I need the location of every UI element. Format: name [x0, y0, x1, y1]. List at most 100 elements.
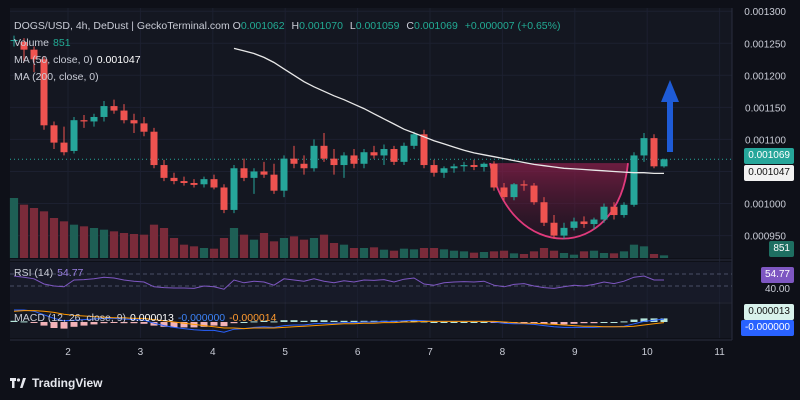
macd-pane: [10, 309, 668, 333]
macd-histogram-bar: [620, 321, 628, 323]
macd-legend[interactable]: MACD (12, 26, close, 9) 0.000013 -0.000000…: [14, 312, 276, 325]
ma50-value: 0.001047: [96, 54, 141, 66]
volume-bar: [539, 248, 549, 258]
candle-body: [660, 159, 668, 167]
volume-bar: [419, 248, 429, 258]
macd-histogram-bar: [290, 320, 298, 322]
tradingview-brand[interactable]: TradingView: [10, 376, 102, 390]
volume-bar: [169, 238, 179, 258]
arrow-head: [661, 80, 679, 102]
macd-histogram-bar: [50, 322, 58, 328]
candle-body: [650, 138, 658, 167]
candle-body: [250, 171, 258, 178]
macd-histogram-bar: [470, 322, 478, 323]
rsi-legend[interactable]: RSI (14) 54.77: [14, 267, 83, 280]
candle-body: [10, 40, 18, 42]
candle-body: [430, 165, 438, 173]
y-tick-label: 0.001100: [745, 135, 786, 146]
volume-bar: [389, 250, 399, 258]
candle-body: [90, 116, 98, 122]
tradingview-logo-icon: [10, 378, 26, 388]
rsi-pane: [10, 273, 732, 290]
candle-body: [170, 177, 178, 182]
arrow-shaft: [667, 100, 673, 152]
volume-bar: [299, 239, 309, 258]
volume-bar: [469, 252, 479, 258]
x-tick-label: 9: [572, 347, 578, 358]
volume-bar: [559, 253, 569, 258]
candle-body: [400, 145, 408, 162]
volume-bar: [219, 238, 229, 258]
candle-body: [80, 120, 88, 122]
candle-body: [320, 145, 328, 159]
volume-bar: [209, 248, 219, 258]
open-value: 0.001062: [240, 20, 285, 32]
macd-histogram-bar: [230, 322, 238, 324]
y-tick-label: 0.000950: [744, 232, 786, 243]
volume-bar: [109, 231, 119, 258]
macd-histogram-bar: [80, 322, 88, 326]
volume-bar: [549, 250, 559, 258]
candle-body: [300, 163, 308, 169]
macd-histogram-bar: [320, 320, 328, 322]
high-label: H: [291, 20, 300, 32]
candle-body: [60, 142, 68, 153]
macd-hist-value: -0.000014: [229, 312, 277, 324]
macd-histogram-bar: [200, 322, 208, 327]
candle-body: [280, 158, 288, 191]
ma200-legend[interactable]: MA (200, close, 0): [14, 71, 99, 84]
candle-body: [490, 163, 498, 188]
macd-histogram-bar: [520, 322, 528, 323]
candle-body: [50, 125, 58, 143]
candle-body: [610, 206, 618, 216]
macd-histogram-bar: [370, 320, 378, 322]
y-tick-label: 0.001300: [744, 7, 786, 18]
price-axis: 0.001300 0.001250 0.001200 0.001150 0.001100…: [744, 7, 786, 242]
candle-body: [560, 227, 568, 236]
x-tick-label: 10: [642, 347, 654, 358]
candle-body: [500, 187, 508, 198]
volume-bar: [509, 253, 519, 258]
volume-bar: [199, 248, 209, 258]
candle-body: [190, 183, 198, 185]
candle-body: [160, 165, 168, 178]
candle-body: [140, 123, 148, 132]
volume-bar: [399, 248, 409, 258]
volume-bar: [519, 254, 529, 258]
volume-bar: [269, 241, 279, 258]
volume-bar: [369, 247, 379, 258]
ma50-legend[interactable]: MA (50, close, 0) 0.001047: [14, 54, 141, 67]
candle-body: [20, 41, 28, 50]
ma-line: [233, 47, 664, 175]
macd-histogram-bar: [220, 322, 228, 327]
ma50-badge: 0.001047: [744, 165, 794, 181]
macd-histogram-bar: [250, 321, 258, 323]
volume-bar: [319, 234, 329, 258]
volume-bar: [39, 211, 49, 258]
volume-bar: [329, 243, 339, 258]
volume-bar: [69, 224, 79, 258]
candle-body: [580, 221, 588, 225]
macd-histogram-bar: [610, 322, 618, 323]
x-tick-label: 7: [427, 347, 433, 358]
volume-bar: [79, 226, 89, 258]
volume-legend[interactable]: Volume 851: [14, 37, 71, 50]
macd-histogram-bar: [30, 322, 38, 323]
x-tick-label: 11: [714, 347, 725, 358]
up-arrow-annotation: [661, 80, 679, 152]
candles: [10, 35, 668, 239]
candle-body: [480, 163, 488, 167]
macd-histogram-bar: [580, 322, 588, 324]
x-tick-label: 6: [355, 347, 361, 358]
macd-histogram-bar: [460, 322, 468, 323]
macd-histogram-bar: [330, 320, 338, 322]
volume-bar: [149, 224, 159, 258]
volume-bar: [659, 255, 669, 258]
volume-bar: [159, 228, 169, 258]
volume-value: 851: [53, 37, 71, 49]
macd-histogram-bar: [550, 322, 558, 325]
macd-histogram-bar: [140, 322, 148, 324]
candle-body: [260, 171, 268, 175]
macd-histogram-bar: [450, 322, 458, 323]
